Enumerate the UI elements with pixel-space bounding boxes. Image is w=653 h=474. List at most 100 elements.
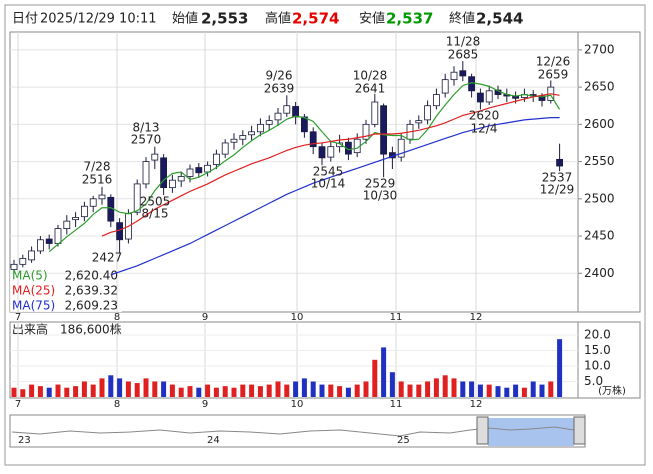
candle-body <box>256 123 264 133</box>
volume-bar <box>442 375 448 397</box>
candle-body <box>168 179 176 189</box>
candle-body <box>371 101 379 125</box>
y-tick-label: 2550 <box>584 154 615 168</box>
annotation-date: 12/4 <box>471 122 498 136</box>
candle-body <box>362 123 370 140</box>
navigator-label: 25 <box>397 435 410 446</box>
volume-bar <box>407 384 413 397</box>
volume-bar <box>539 384 545 397</box>
x-tick-label: 7 <box>15 312 21 323</box>
x-tick-label: 7 <box>15 399 21 410</box>
volume-bar <box>81 381 87 397</box>
volume-bar <box>231 387 237 397</box>
y-tick-label: 2400 <box>584 266 615 280</box>
volume-bar <box>354 384 360 397</box>
y-tick-label: 2500 <box>584 191 615 205</box>
header-value: 2,553 <box>201 10 248 28</box>
candle-body <box>72 217 79 221</box>
candle-body <box>204 164 212 173</box>
volume-bar <box>169 384 175 397</box>
volume-bar <box>310 381 316 397</box>
volume-bar <box>381 347 387 397</box>
candle-body <box>28 250 36 261</box>
candle-body <box>397 138 405 158</box>
volume-bar <box>416 384 422 397</box>
x-tick-label: 8 <box>114 399 120 410</box>
annotation-price: 2427 <box>92 251 123 265</box>
volume-bar <box>222 386 228 397</box>
candle-body <box>380 105 388 155</box>
candle-body <box>221 142 229 155</box>
candle-body <box>485 90 493 103</box>
candle-body <box>186 168 194 177</box>
annotation-price: 2639 <box>264 82 295 96</box>
volume-bar <box>398 381 404 397</box>
ma-line <box>110 117 560 276</box>
candle-body <box>538 95 546 101</box>
volume-bar <box>557 339 563 397</box>
navigator-handle[interactable] <box>476 416 489 445</box>
volume-bar <box>161 381 167 397</box>
candle-body <box>230 138 238 143</box>
volume-bar <box>337 386 343 397</box>
header-label: 終値 <box>449 11 475 27</box>
volume-bar <box>29 384 35 397</box>
volume-bar <box>530 381 536 397</box>
volume-bar <box>73 386 79 397</box>
volume-axis <box>577 321 641 399</box>
x-tick-label: 9 <box>202 399 208 410</box>
volume-bar <box>451 378 457 397</box>
candle-body <box>10 263 18 270</box>
candle-body <box>283 105 291 114</box>
volume-bar <box>548 381 554 397</box>
volume-bar <box>213 387 219 397</box>
candle-body <box>37 239 44 252</box>
candle-body <box>424 105 432 121</box>
legend-value: 2,609.23 <box>65 299 118 313</box>
candle-body <box>432 94 440 107</box>
volume-bar <box>11 387 17 397</box>
legend-label: MA(75) <box>12 299 55 313</box>
y-tick-label: 5.0 <box>584 374 603 388</box>
annotation-date: 10/30 <box>363 189 398 203</box>
header-label: 安値 <box>359 11 385 27</box>
volume-bar <box>319 384 325 397</box>
volume-bar <box>266 384 272 397</box>
candle-body <box>556 158 563 167</box>
ma-line <box>101 93 560 237</box>
y-tick-label: 15.0 <box>584 343 611 357</box>
volume-bar <box>55 384 61 397</box>
volume-bar <box>125 381 131 397</box>
navigator-handle[interactable] <box>573 416 586 445</box>
candle-body <box>54 228 62 244</box>
volume-bar <box>495 386 501 397</box>
legend-box <box>10 268 122 312</box>
candle-body <box>327 146 335 158</box>
navigator-window[interactable] <box>488 418 574 446</box>
annotation-date: 10/28 <box>353 69 388 83</box>
annotation-date: 7/28 <box>84 160 111 174</box>
candle-body <box>274 112 282 121</box>
volume-bar <box>99 378 105 397</box>
header-label: 高値 <box>265 11 291 27</box>
annotation-price: 2545 <box>313 165 344 179</box>
x-tick-label: 11 <box>390 399 403 410</box>
annotation-price: 2620 <box>469 109 500 123</box>
x-tick-label: 9 <box>202 312 208 323</box>
candle-body <box>89 198 97 207</box>
navigator-label: 24 <box>207 435 220 446</box>
candle-body <box>19 257 27 265</box>
candle-body <box>450 71 458 81</box>
header-label: 始値 <box>172 11 198 27</box>
navigator-line <box>11 426 575 437</box>
candle-body <box>441 79 449 94</box>
volume-bar <box>143 378 149 397</box>
volume-bar <box>293 381 299 397</box>
volume-bar <box>284 384 290 397</box>
annotation-date: 11/28 <box>446 35 481 49</box>
volume-bar <box>152 381 158 397</box>
candle-body <box>81 205 88 218</box>
annotation-date: 12/26 <box>536 55 571 69</box>
volume-bar <box>460 381 466 397</box>
